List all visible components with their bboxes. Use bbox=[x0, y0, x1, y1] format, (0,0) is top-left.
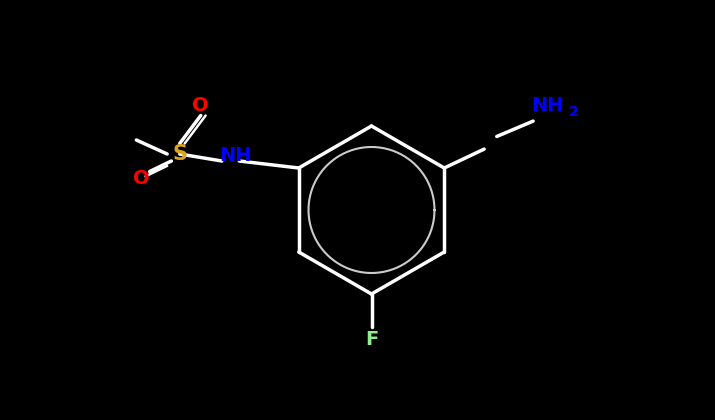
Text: O: O bbox=[192, 95, 209, 115]
Text: O: O bbox=[133, 169, 149, 188]
Text: 2: 2 bbox=[569, 105, 578, 119]
Text: NH: NH bbox=[220, 146, 252, 165]
Text: F: F bbox=[365, 330, 378, 349]
Text: S: S bbox=[172, 144, 187, 164]
Text: NH: NH bbox=[531, 95, 563, 115]
